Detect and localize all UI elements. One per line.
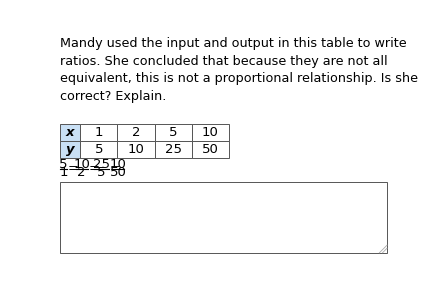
Text: 25: 25	[93, 158, 110, 171]
Text: y: y	[66, 143, 74, 156]
Text: 5: 5	[59, 158, 68, 171]
Text: Mandy used the input and output in this table to write
ratios. She concluded tha: Mandy used the input and output in this …	[60, 37, 418, 103]
Text: 5: 5	[169, 126, 177, 139]
Bar	[80, 141, 118, 158]
Bar	[118, 124, 155, 141]
Text: 5: 5	[97, 166, 106, 179]
Text: 10: 10	[73, 158, 90, 171]
Text: =: =	[110, 162, 121, 175]
Bar	[155, 124, 192, 141]
Text: =: =	[89, 162, 100, 175]
Bar	[60, 141, 80, 158]
Bar	[155, 141, 192, 158]
Text: x: x	[66, 126, 74, 139]
Text: 50: 50	[110, 166, 127, 179]
Text: 2: 2	[132, 126, 140, 139]
Text: 5: 5	[94, 143, 103, 156]
Bar	[60, 182, 387, 253]
Bar	[118, 141, 155, 158]
Text: 10: 10	[110, 158, 127, 171]
Text: 25: 25	[165, 143, 182, 156]
Bar	[192, 124, 229, 141]
Bar	[80, 124, 118, 141]
Text: =: =	[68, 162, 79, 175]
Text: 10: 10	[202, 126, 219, 139]
Text: 1: 1	[59, 166, 68, 179]
Text: 1: 1	[94, 126, 103, 139]
Text: 2: 2	[77, 166, 86, 179]
Text: 50: 50	[202, 143, 219, 156]
Bar	[192, 141, 229, 158]
Text: 10: 10	[128, 143, 145, 156]
Bar	[60, 124, 80, 141]
